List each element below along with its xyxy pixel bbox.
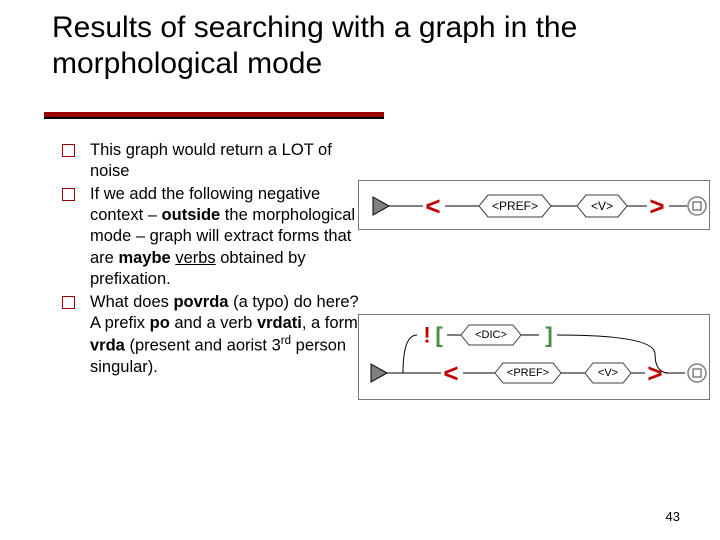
svg-text:<: < bbox=[425, 191, 440, 221]
svg-text:<V>: <V> bbox=[591, 199, 613, 213]
svg-text:>: > bbox=[647, 358, 662, 388]
svg-text:!: ! bbox=[423, 323, 430, 348]
bullet-list: This graph would return a LOT of noise I… bbox=[62, 140, 362, 380]
svg-text:<: < bbox=[443, 358, 458, 388]
bullet-item: If we add the following negative context… bbox=[62, 184, 362, 290]
svg-text:<PREF>: <PREF> bbox=[492, 199, 538, 213]
svg-text:[: [ bbox=[435, 323, 443, 348]
svg-text:<V>: <V> bbox=[598, 367, 618, 379]
slide-title: Results of searching with a graph in the… bbox=[52, 10, 672, 82]
svg-text:]: ] bbox=[545, 323, 552, 348]
page-number: 43 bbox=[666, 509, 680, 524]
svg-text:>: > bbox=[649, 191, 664, 221]
graph-diagram-1: < <PREF> <V> > bbox=[358, 180, 710, 230]
svg-text:<DIC>: <DIC> bbox=[475, 329, 507, 341]
bullet-item: This graph would return a LOT of noise bbox=[62, 140, 362, 182]
title-underline bbox=[44, 112, 384, 119]
bullet-item: What does povrda (a typo) do here? A pre… bbox=[62, 292, 362, 378]
graph-diagram-2: ![ <DIC>] < <PREF> <V> > bbox=[358, 314, 710, 400]
svg-text:<PREF>: <PREF> bbox=[507, 367, 549, 379]
